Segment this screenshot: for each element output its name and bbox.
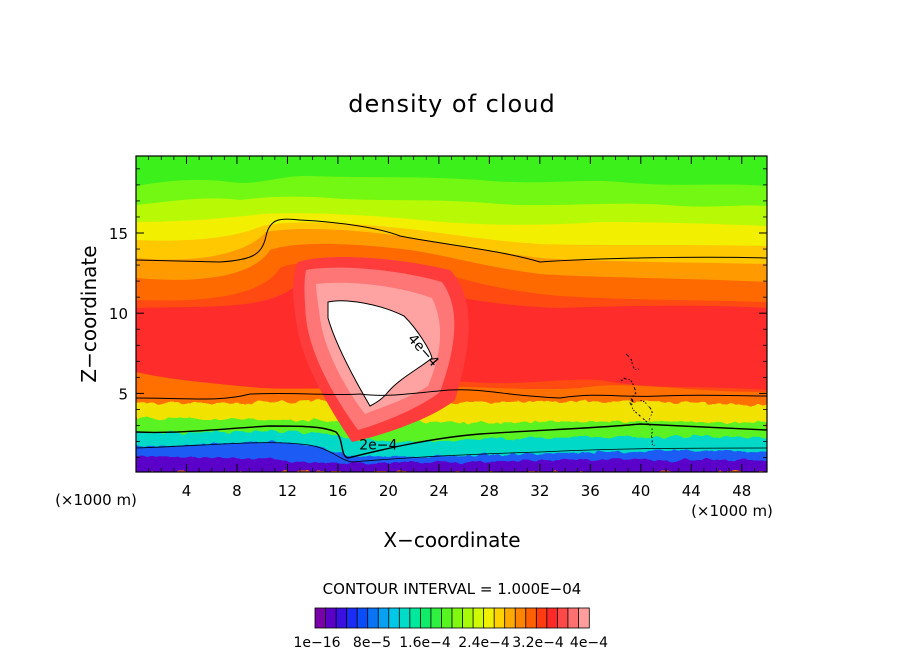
x-tick-label: 36	[581, 482, 600, 500]
contour-label: 2e−4	[359, 438, 397, 454]
band-purple-low	[136, 456, 767, 472]
colorbar-swatch	[462, 607, 474, 629]
colorbar-swatch	[377, 607, 390, 629]
x-tick-label: 48	[732, 482, 751, 500]
colorbar-swatch	[398, 607, 411, 629]
colorbar-swatch	[546, 607, 559, 629]
colorbar-swatch	[419, 607, 432, 629]
x-axis-label: X−coordinate	[383, 528, 520, 552]
colorbar-label: 1e−16	[293, 635, 340, 651]
colorbar-swatch	[314, 607, 327, 629]
y-tick-label: 5	[118, 385, 128, 403]
x-tick-label: 40	[631, 482, 650, 500]
colorbar-swatch	[483, 607, 495, 629]
colorbar-swatch	[325, 607, 337, 629]
x-tick-label: 20	[379, 482, 398, 500]
colorbar-swatch	[472, 607, 485, 629]
colorbar-label: 4e−4	[570, 635, 608, 651]
colorbar-swatch	[525, 607, 538, 629]
x-tick-label: 8	[232, 482, 242, 500]
colorbar-swatch	[567, 607, 580, 629]
chart-title: density of cloud	[348, 90, 555, 118]
colorbar-swatch	[409, 607, 422, 629]
x-tick-label: 24	[429, 482, 448, 500]
colorbar-swatch	[367, 607, 379, 629]
y-axis: 5 10 15	[109, 168, 767, 458]
contour-line-core	[327, 300, 433, 407]
x-tick-label: 44	[682, 482, 701, 500]
colorbar-label: 3.2e−4	[512, 635, 564, 651]
colorbar-labels: 1e−16 8e−5 1.6e−4 2.4e−4 3.2e−4 4e−4	[293, 635, 608, 651]
y-tick-label: 15	[109, 225, 128, 243]
colorbar-swatch	[493, 607, 506, 629]
colorbar-label: 2.4e−4	[458, 635, 510, 651]
x-tick-label: 16	[328, 482, 347, 500]
x-unit-left: (×1000 m)	[55, 491, 137, 509]
colorbar-swatch	[556, 607, 569, 629]
y-tick-label: 10	[109, 305, 128, 323]
core-white	[328, 300, 432, 406]
colorbar-label: 1.6e−4	[399, 635, 451, 651]
contour-line-1	[136, 218, 767, 263]
colorbar-swatch	[578, 607, 590, 629]
contour-line-surface	[136, 442, 767, 463]
colorbar-swatch	[335, 607, 348, 629]
contour-line-2	[136, 389, 767, 400]
x-unit-right: (×1000 m)	[691, 502, 773, 520]
x-tick-label: 28	[480, 482, 499, 500]
colorbar-swatch	[504, 607, 516, 629]
x-axis: 4 8 12 16 20 24 28 32 36 40 44 48	[148, 156, 755, 500]
contour-line-3	[136, 423, 767, 459]
colorbar-swatch	[514, 607, 527, 629]
colorbar-swatch	[388, 607, 401, 629]
colorbar-swatch	[451, 607, 464, 629]
colorbar	[314, 607, 590, 629]
colorbar-swatch	[535, 607, 548, 629]
colorbar-swatch	[441, 607, 453, 629]
contour-noise	[619, 355, 657, 447]
colorbar-swatch	[346, 607, 358, 629]
x-tick-label: 32	[530, 482, 549, 500]
colorbar-swatch	[430, 607, 443, 629]
x-tick-label: 12	[278, 482, 297, 500]
colorbar-swatch	[356, 607, 369, 629]
y-axis-label: Z−coordinate	[77, 245, 101, 382]
x-tick-label: 4	[182, 482, 192, 500]
contour-interval-text: CONTOUR INTERVAL = 1.000E−04	[323, 580, 582, 598]
colorbar-label: 8e−5	[353, 635, 391, 651]
plot-area	[136, 156, 767, 472]
